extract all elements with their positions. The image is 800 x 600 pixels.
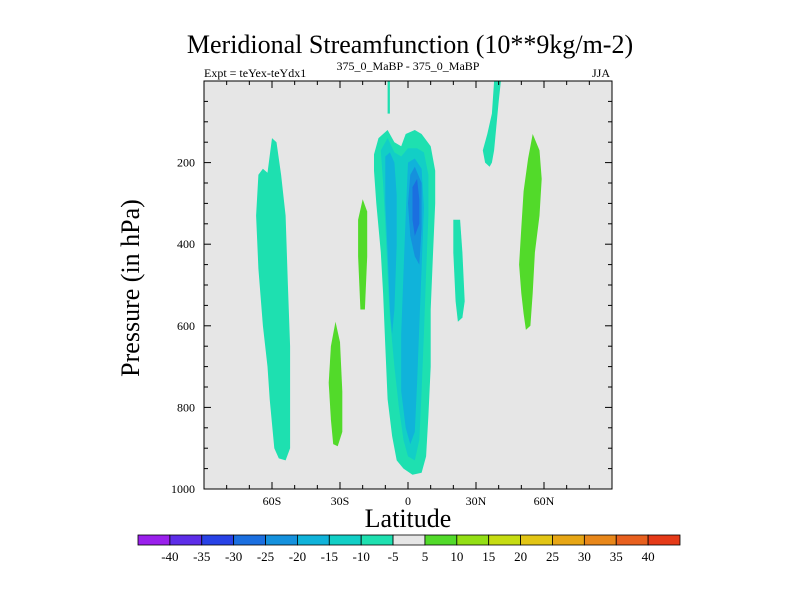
contour-nh-ferrel-positive [519, 134, 542, 330]
x-tick-label: 60N [534, 494, 555, 508]
colorbar-box [169, 534, 203, 546]
x-tick-label: 30N [466, 494, 487, 508]
colorbar: -40 -35 -30 -25 -20 -15 -10 -5 5 10 15 20 25 30 35 40 [137, 534, 681, 564]
colorbar-box [392, 534, 426, 546]
contour-hadley-core-d [412, 178, 420, 236]
colorbar-label: -35 [193, 549, 210, 564]
experiment-label: Expt = teYex-teYdx1 [204, 66, 306, 80]
contour-nh-tropics-negative [453, 219, 465, 322]
y-tick-label: 200 [177, 156, 195, 170]
colorbar-box [265, 534, 298, 546]
colorbar-label: 15 [482, 549, 495, 564]
colorbar-label: -15 [321, 549, 338, 564]
contour-narrow-positive-15s [358, 199, 368, 310]
contour-sh-subtropical-positive [328, 321, 343, 447]
colorbar-label: -40 [161, 549, 178, 564]
y-tick-label: 1000 [171, 482, 195, 496]
colorbar-box [297, 534, 330, 546]
x-tick-label: 60S [263, 494, 282, 508]
colorbar-box [424, 534, 458, 546]
colorbar-label: -5 [388, 549, 399, 564]
colorbar-box [488, 534, 521, 546]
x-axis-label: Latitude [365, 504, 452, 533]
colorbar-box [552, 534, 585, 546]
x-tick-label: 0 [405, 494, 411, 508]
colorbar-label: -30 [225, 549, 242, 564]
colorbar-box [647, 534, 681, 546]
colorbar-box [233, 534, 266, 546]
axes: 60S 30S 0 30N 60N 200 400 600 800 1000 [171, 80, 613, 508]
colorbar-label: -25 [257, 549, 274, 564]
contour-fills [256, 81, 542, 475]
x-tick-label: 30S [331, 494, 350, 508]
season-label: JJA [592, 66, 610, 80]
y-tick-label: 600 [177, 319, 195, 333]
plot-area [204, 81, 612, 489]
colorbar-box [583, 534, 617, 546]
colorbar-box [615, 534, 649, 546]
colorbar-label: 10 [450, 549, 463, 564]
contour-nh-top-plume [482, 81, 501, 167]
colorbar-label: 30 [578, 549, 591, 564]
colorbar-box [201, 534, 235, 546]
colorbar-label: 20 [514, 549, 527, 564]
case-label: 375_0_MaBP - 375_0_MaBP [337, 59, 480, 73]
y-axis-label: Pressure (in hPa) [116, 199, 145, 377]
colorbar-label: 35 [610, 549, 623, 564]
colorbar-label: -20 [289, 549, 306, 564]
colorbar-box [328, 534, 362, 546]
colorbar-box [456, 534, 490, 546]
contour-sh-polar-cell [256, 138, 291, 461]
colorbar-box [520, 534, 553, 546]
contour-top-plume-0 [387, 81, 390, 114]
colorbar-label: 40 [642, 549, 655, 564]
colorbar-label: 25 [546, 549, 559, 564]
colorbar-label: 5 [422, 549, 429, 564]
colorbar-box [360, 534, 394, 546]
y-tick-label: 800 [177, 400, 195, 414]
colorbar-label: -10 [353, 549, 370, 564]
contour-hadley-core-a [385, 152, 397, 334]
chart-title: Meridional Streamfunction (10**9kg/m-2) [187, 30, 633, 59]
y-tick-label: 400 [177, 237, 195, 251]
colorbar-box [137, 534, 171, 546]
